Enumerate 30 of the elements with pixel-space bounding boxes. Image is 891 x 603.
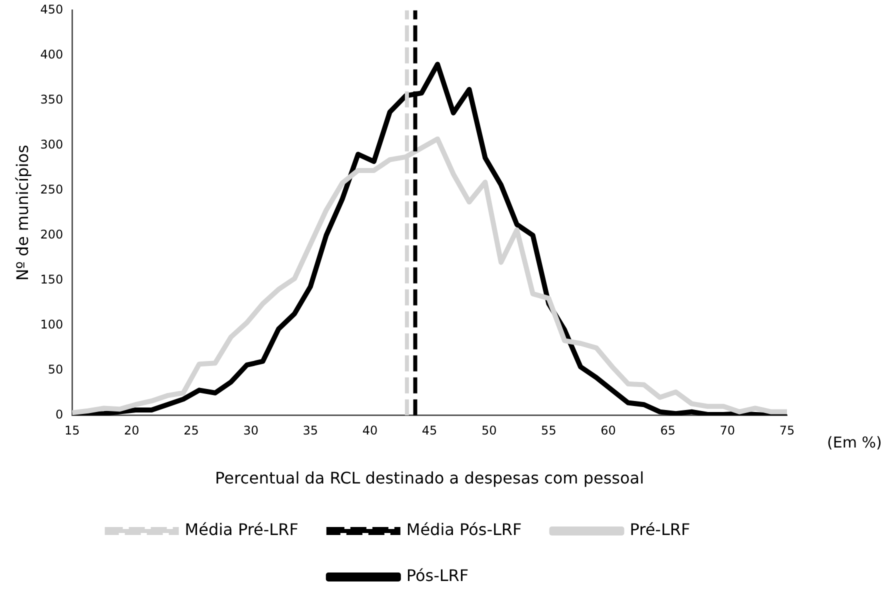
y-tick-label: 50 bbox=[48, 362, 64, 377]
x-tick-label: 45 bbox=[422, 424, 438, 438]
y-tick-label: 300 bbox=[40, 137, 64, 152]
y-tick-label: 400 bbox=[40, 47, 64, 62]
y-tick-label: 200 bbox=[40, 227, 64, 242]
x-tick-label: 55 bbox=[541, 424, 556, 438]
x-tick-label: 40 bbox=[362, 424, 378, 438]
legend-label: Média Pré-LRF bbox=[184, 520, 298, 540]
x-tick-label: 25 bbox=[184, 424, 199, 438]
y-tick-label: 450 bbox=[40, 2, 64, 16]
x-tick-label: 65 bbox=[660, 424, 676, 438]
y-tick-label: 150 bbox=[40, 272, 64, 286]
legend-label: Pré-LRF bbox=[630, 520, 690, 540]
y-tick-label: 100 bbox=[40, 317, 64, 332]
x-tick-label: 60 bbox=[600, 424, 616, 438]
y-axis-title: Nº de municípios bbox=[12, 144, 32, 281]
x-tick-label: 35 bbox=[302, 424, 318, 438]
legend-label: Média Pós-LRF bbox=[406, 520, 522, 540]
x-tick-label: 30 bbox=[243, 424, 258, 438]
x-tick-label: 50 bbox=[481, 424, 497, 438]
x-tick-label: 75 bbox=[779, 424, 795, 438]
x-axis-title: Percentual da RCL destinado a despesas com pessoal bbox=[215, 468, 644, 488]
y-tick-label: 350 bbox=[40, 92, 64, 106]
x-tick-label: 20 bbox=[124, 424, 140, 438]
y-tick-label: 0 bbox=[55, 408, 64, 422]
legend-label: Pós-LRF bbox=[406, 566, 469, 586]
x-tick-label: 15 bbox=[64, 424, 80, 438]
y-tick-label: 250 bbox=[40, 182, 64, 196]
x-tick-label: 70 bbox=[720, 424, 736, 438]
text: (Em %) bbox=[827, 433, 882, 452]
